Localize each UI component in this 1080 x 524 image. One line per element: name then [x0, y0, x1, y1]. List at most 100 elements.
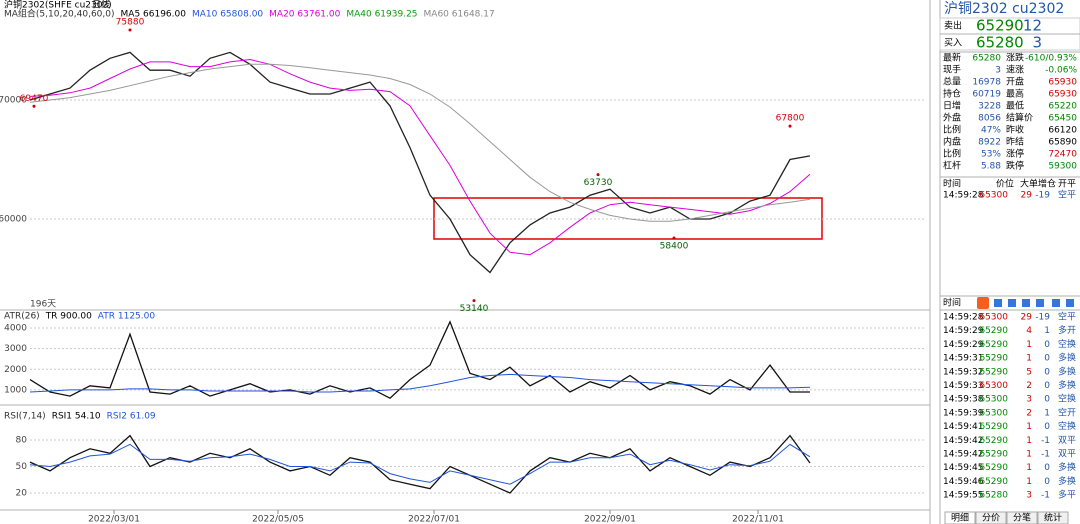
y-tick-label: 20 [16, 488, 28, 498]
tick-cell: 14:59:28 [943, 313, 984, 323]
tick-cell: 65280 [979, 491, 1008, 501]
tick-cell: 65300 [979, 381, 1008, 391]
stat-label: 总量 [943, 76, 961, 88]
book-volume: 3 [1032, 34, 1042, 52]
tab-label[interactable]: 分笔 [1013, 512, 1031, 524]
toolbar-icon[interactable] [1008, 299, 1016, 307]
series-line [29, 58, 811, 256]
legend-readout: MA10 65808.00 [192, 10, 263, 20]
stat-label: 昨收 [1006, 124, 1024, 136]
annotation-label: 63730 [584, 178, 613, 188]
x-tick-label: 2022/05/05 [252, 515, 304, 524]
tick-cell: 65290 [979, 422, 1008, 432]
tick-cell: 多换 [1058, 352, 1076, 364]
stat-value: -0.06% [1045, 66, 1077, 76]
tick-cell: 65290 [979, 463, 1008, 473]
toolbar-icon[interactable] [1066, 299, 1074, 307]
tick-cell: 1 [1026, 422, 1032, 432]
annotation-label: 53140 [460, 304, 489, 314]
tab[interactable] [1006, 511, 1038, 524]
stat-value: 16978 [972, 78, 1001, 88]
stat-label: 开盘 [1006, 76, 1024, 88]
tick-cell: 0 [1044, 340, 1050, 350]
tick-cell: 14:59:55 [943, 491, 983, 501]
tick-cell: -1 [1041, 436, 1050, 446]
tick-cell: 空换 [1058, 338, 1076, 350]
toolbar-icon[interactable] [1022, 299, 1030, 307]
tick-cell: 65290 [979, 326, 1008, 336]
stat-value: 65930 [1048, 78, 1077, 88]
tick-cell: -1 [1041, 450, 1050, 460]
series-line [29, 51, 811, 274]
tick-cell: 65290 [979, 354, 1008, 364]
tick-cell: 65300 [979, 191, 1008, 201]
y-tick-label: 50 [16, 462, 28, 472]
y-tick-label: 3000 [4, 344, 27, 354]
annotation-point [32, 104, 36, 108]
annotation-label: 58400 [660, 242, 689, 252]
stat-value: 8922 [978, 138, 1001, 148]
tick-cell: 5 [1026, 367, 1032, 377]
tick-cell: 14:59:33 [943, 381, 983, 391]
stat-label: 结算价 [1006, 112, 1033, 124]
tick-cell: 多换 [1058, 475, 1076, 487]
tick-cell: -1 [1041, 491, 1050, 501]
column-header: 大单 [1020, 178, 1038, 190]
annotation-label: 75880 [116, 17, 145, 27]
stat-label: 日增 [943, 100, 961, 112]
tick-cell: 14:59:29 [943, 340, 984, 350]
stat-label: 速涨 [1006, 65, 1024, 76]
stat-value: 5.88 [981, 162, 1001, 172]
y-tick-label: 4000 [4, 323, 27, 333]
column-header: 增仓 [1038, 178, 1056, 190]
tick-cell: 1 [1044, 408, 1050, 418]
tab-label[interactable]: 统计 [1044, 512, 1062, 524]
y-tick-label: 70000 [0, 95, 27, 105]
column-header: 时间 [943, 178, 961, 190]
tab-label[interactable]: 分价 [982, 513, 1000, 524]
toolbar-icon[interactable] [1036, 299, 1044, 307]
stat-value: 3 [995, 66, 1001, 76]
stat-value: 65220 [1048, 102, 1077, 112]
stat-label: 现手 [943, 64, 961, 76]
tick-cell: 空换 [1058, 393, 1076, 405]
annotation-point [472, 299, 476, 303]
toolbar-icon[interactable] [1052, 299, 1060, 307]
stat-label: 最新 [943, 52, 961, 64]
y-tick-label: 2000 [4, 365, 27, 375]
tab[interactable] [944, 511, 976, 524]
toolbar-icon[interactable] [994, 299, 1002, 307]
tick-cell: 14:59:38 [943, 395, 984, 405]
column-header: 开平 [1058, 179, 1076, 190]
tick-cell: 0 [1044, 463, 1050, 473]
tab[interactable] [975, 511, 1007, 524]
tick-cell: 1 [1026, 450, 1032, 460]
legend-readout: MA20 63761.00 [269, 10, 340, 20]
book-price: 65280 [976, 34, 1024, 52]
tick-cell: 0 [1044, 367, 1050, 377]
tick-cell: 65300 [979, 313, 1008, 323]
tick-cell: 1 [1026, 463, 1032, 473]
tick-cell: 14:59:29 [943, 326, 984, 336]
stat-value: 53% [981, 150, 1001, 160]
tick-cell: 14:59:42 [943, 436, 983, 446]
tick-cell: 多开 [1058, 324, 1076, 336]
tick-cell: 14:59:39 [943, 408, 984, 418]
tick-cell: 14:59:45 [943, 463, 983, 473]
annotation-point [128, 28, 132, 32]
stat-label: 比例 [943, 124, 961, 136]
legend-readout: MA60 61648.17 [424, 10, 495, 20]
tick-cell: 65290 [979, 436, 1008, 446]
tick-cell: 多平 [1058, 489, 1076, 501]
tick-cell: 3 [1026, 491, 1032, 501]
stat-label: 昨结 [1006, 136, 1024, 148]
stat-value: 65280 [972, 54, 1001, 64]
tab-label[interactable]: 明细 [951, 512, 969, 524]
column-header: 价位 [996, 178, 1014, 190]
tick-cell: 1 [1026, 436, 1032, 446]
tick-cell: 14:59:46 [943, 477, 984, 487]
tab[interactable] [1037, 511, 1069, 524]
toolbar-icon[interactable] [977, 297, 989, 309]
legend-title: RSI(7,14) [4, 412, 46, 422]
